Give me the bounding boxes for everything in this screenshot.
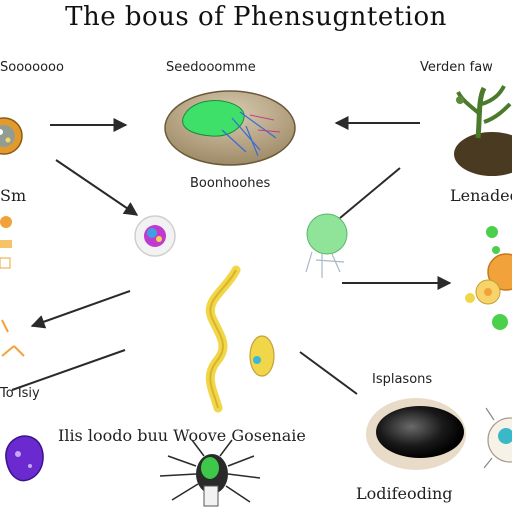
plant-cell-icon <box>164 90 296 166</box>
small-cell-icon <box>134 215 176 257</box>
yellow-seed-icon <box>249 335 275 377</box>
spiky-organism-icon <box>159 439 261 507</box>
yellow-strand-icon <box>205 265 241 413</box>
arrow-mid-left <box>30 290 131 329</box>
arrow-lower-left <box>11 349 126 391</box>
arrow-lower-right <box>299 351 358 395</box>
green-cell-icon <box>305 213 348 278</box>
label-top-center: Seedooomme <box>166 60 256 75</box>
label-left-mid: Sm <box>0 186 27 205</box>
label-right-mid: Lenadeo <box>450 186 512 205</box>
label-right-lower: Isplasons <box>372 372 433 387</box>
label-top-right: Verden faw <box>420 60 493 75</box>
cell-colony-icon <box>465 226 512 330</box>
label-top-left: Sooooooo <box>0 60 64 75</box>
cell-cluster-icon <box>0 117 23 155</box>
label-bottom-right: Lodifeoding <box>356 484 453 503</box>
purple-blob-icon <box>5 435 44 482</box>
plant-sprout-icon <box>454 85 512 176</box>
label-bottom-caption: Ilis loodo buu Woove Gosenaie <box>58 426 306 445</box>
label-left-lower: To Isiy <box>0 386 40 401</box>
dark-seed-icon <box>366 398 466 470</box>
diagram-title: The bous of Phensugntetion <box>65 2 447 32</box>
arrow-diagonal-right <box>339 167 401 219</box>
left-orange-icons <box>0 216 25 357</box>
teal-cell-icon <box>483 407 512 469</box>
arrow-diagonal-left <box>55 159 139 216</box>
label-under-center-cell: Boonhoohes <box>190 176 271 191</box>
